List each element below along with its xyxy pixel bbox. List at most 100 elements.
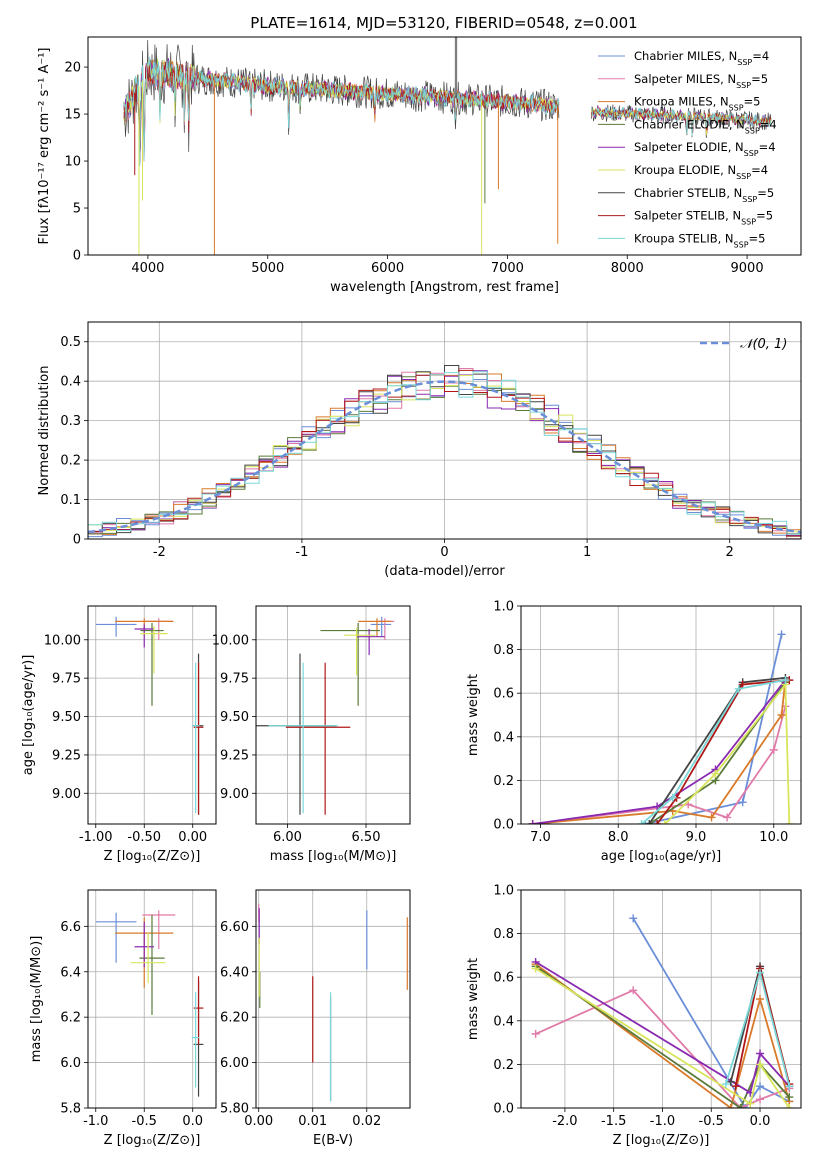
x-tick-label: 1 <box>583 545 591 560</box>
x-tick-label: -2.0 <box>552 1114 577 1129</box>
y-tick-label: 0.2 <box>60 454 81 469</box>
legend-tail: =5 <box>757 186 774 200</box>
weight-point <box>726 1104 735 1108</box>
y-tick-label: 0.0 <box>493 1102 514 1117</box>
weight-point <box>756 1060 765 1069</box>
axes-frame <box>255 889 411 1109</box>
weight-point <box>756 1095 765 1104</box>
legend-tail: =5 <box>749 231 766 245</box>
weight-point <box>777 630 786 639</box>
y-tick-label: 9.50 <box>52 710 81 725</box>
x-tick-label: 0.0 <box>182 1114 203 1129</box>
y-tick-label: 6.4 <box>60 965 81 980</box>
y-tick-label: 0 <box>73 249 81 264</box>
y-axis-label: mass weight <box>466 674 481 756</box>
x-tick-label: 7.0 <box>530 830 551 845</box>
weight-series-line <box>535 989 790 1108</box>
weight-point <box>769 745 778 754</box>
x-tick-label: 6000 <box>371 261 404 276</box>
weight-series-line <box>656 679 790 824</box>
legend-subscript: SSP <box>734 240 749 249</box>
weight-point <box>738 680 747 689</box>
legend-entry: Salpeter ELODIE, NSSP=4 <box>634 140 776 158</box>
y-tick-label: 6.0 <box>60 1056 81 1071</box>
y-tick-label: 9.25 <box>220 748 249 763</box>
y-tick-label: 6.60 <box>220 920 249 935</box>
x-axis-label: Z [log₁₀(Z/Z⊙)] <box>613 1133 710 1148</box>
y-tick-label: 1.0 <box>493 884 514 899</box>
y-tick-label: 0.2 <box>493 774 514 789</box>
weight-point <box>756 1049 765 1058</box>
y-tick-label: 5.8 <box>60 1102 81 1117</box>
spectrum-panel: 4000 5000 6000 7000 8000 9000 0 5 10 15 20 waveleng… <box>37 36 802 295</box>
plot-area <box>88 365 801 539</box>
y-tick-label: 6.2 <box>60 1011 81 1026</box>
plot-area <box>256 616 395 815</box>
x-tick-label: -1.0 <box>83 1114 108 1129</box>
x-tick-label: -1 <box>295 545 308 560</box>
weight-point <box>668 793 677 802</box>
x-axis-label: wavelength [Angstrom, rest frame] <box>330 280 559 295</box>
legend-entry: Salpeter MILES, NSSP=5 <box>634 72 768 90</box>
x-tick-label: 4000 <box>131 261 164 276</box>
weight-point <box>756 1082 765 1091</box>
age-vs-metallicity-panel: -1.00 -0.50 0.00 9.00 9.25 9.50 9.75 10.00 Z [lo… <box>21 605 217 864</box>
y-tick-label: 10 <box>64 155 81 170</box>
weight-point <box>637 820 646 824</box>
legend-tail: =4 <box>751 163 768 177</box>
x-tick-label: -1.00 <box>79 830 113 845</box>
legend-tail: =5 <box>751 72 768 86</box>
y-tick-label: 9.00 <box>220 787 249 802</box>
y-tick-label: 0.0 <box>493 818 514 833</box>
weight-series-line <box>648 677 786 824</box>
legend-subscript: SSP <box>744 149 759 158</box>
weight-point <box>528 820 537 824</box>
legend-subscript: SSP <box>741 217 756 226</box>
weight-series-line <box>535 961 790 1095</box>
weight-point <box>781 676 790 685</box>
x-axis-label: E(B-V) <box>313 1133 353 1148</box>
weight-series-line <box>532 680 787 824</box>
y-tick-label: 0 <box>73 533 81 548</box>
legend-text: Chabrier MILES, N <box>634 49 737 63</box>
legend-tail: =4 <box>752 49 769 63</box>
y-axis-label: age [log₁₀(age/yr)] <box>21 655 36 776</box>
x-tick-label: 2 <box>726 545 734 560</box>
weight-series-line <box>664 681 791 824</box>
weight-point <box>756 995 765 1003</box>
x-tick-label: 0.00 <box>244 1114 273 1129</box>
legend-subscript: SSP <box>736 172 751 181</box>
y-tick-label: 6.00 <box>220 1056 249 1071</box>
y-tick-label: 0.3 <box>60 414 81 429</box>
y-tick-label: 0.8 <box>493 927 514 942</box>
y-axis-label: Flux [fλ10⁻¹⁷ erg cm⁻² s⁻¹ A⁻¹] <box>37 48 52 245</box>
legend-entry: Chabrier STELIB, NSSP=5 <box>634 186 774 204</box>
x-axis-label: (data-model)/error <box>384 564 505 579</box>
x-tick-label: -0.5 <box>699 1114 724 1129</box>
y-tick-label: 0.6 <box>493 971 514 986</box>
mass-vs-metallicity-panel: -1.0 -0.5 0.0 5.8 6.0 6.2 6.4 6.6 Z [log₁₀(Z/Z⊙)… <box>29 889 217 1148</box>
y-tick-label: 10.00 <box>44 633 81 648</box>
plot-area <box>528 630 794 824</box>
legend-entry: Kroupa MILES, NSSP=5 <box>634 95 760 113</box>
y-tick-label: 20 <box>64 61 81 76</box>
x-tick-label: 9000 <box>731 261 764 276</box>
x-tick-label: -0.5 <box>132 1114 157 1129</box>
weight-point <box>756 968 765 977</box>
axes-frame <box>87 36 802 256</box>
x-tick-label: 0.02 <box>352 1114 381 1129</box>
weight-point <box>746 1099 755 1108</box>
weight-point <box>731 1082 740 1091</box>
weight-point <box>653 820 662 824</box>
axes-frame <box>87 321 802 540</box>
plot-area <box>95 910 204 1097</box>
axes-frame <box>255 605 411 825</box>
gaussian-legend-label: 𝒩(0, 1) <box>740 337 787 352</box>
weight-point <box>723 813 732 822</box>
legend-entry: Kroupa ELODIE, NSSP=4 <box>634 163 768 181</box>
spectrum-line <box>123 56 772 167</box>
y-tick-label: 0.4 <box>493 730 514 745</box>
legend-subscript: SSP <box>737 58 752 67</box>
legend-subscript: SSP <box>736 80 751 89</box>
legend-text: Salpeter MILES, N <box>634 72 736 86</box>
